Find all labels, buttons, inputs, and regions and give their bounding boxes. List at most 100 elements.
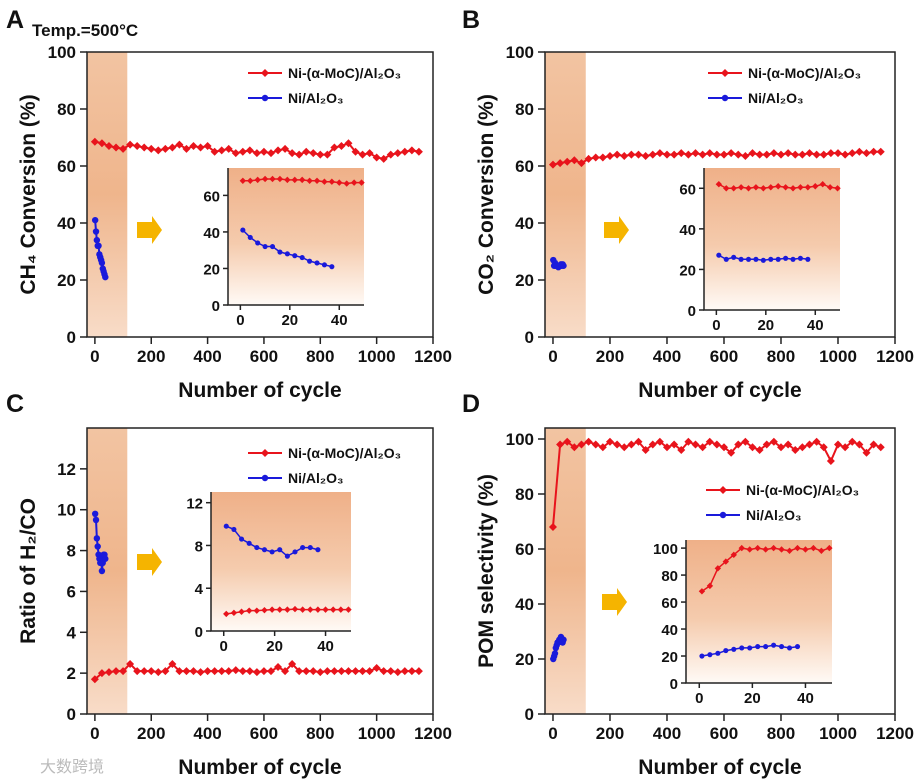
series-ni-mocal2o3 [548, 437, 885, 531]
data-point-circle [102, 273, 109, 281]
data-point-circle [747, 645, 753, 651]
data-point-circle [254, 545, 260, 551]
y-tick-label: 0 [525, 705, 534, 724]
x-tick-label: 40 [807, 317, 824, 334]
data-point-diamond [670, 150, 679, 159]
data-point-circle [560, 636, 567, 643]
data-point-diamond [254, 176, 261, 184]
data-point-diamond [548, 160, 557, 169]
x-tick-label: 600 [250, 724, 278, 743]
data-point-diamond [309, 667, 318, 676]
y-tick-label: 100 [653, 541, 678, 558]
data-point-diamond [620, 443, 629, 452]
data-point-diamond [677, 149, 686, 158]
x-tick-label: 0 [220, 638, 228, 655]
legend: Ni-(α-MoC)/Al₂O₃ Ni/Al₂O₃ [248, 65, 401, 106]
data-point-diamond [712, 150, 721, 159]
data-point-diamond [407, 667, 416, 676]
data-point-diamond [548, 523, 557, 531]
data-point-diamond [797, 184, 804, 191]
data-point-diamond [231, 149, 240, 158]
y-tick-label: 4 [67, 623, 77, 642]
data-point-diamond [730, 551, 737, 559]
inset-chart: 0 20 40 0 20 40 60 80 100 [653, 540, 833, 707]
x-tick-label: 1200 [414, 724, 452, 743]
data-point-diamond [862, 149, 871, 158]
data-point-circle [786, 645, 793, 651]
data-point-diamond [804, 184, 812, 191]
data-point-diamond [760, 185, 767, 192]
data-point-diamond [196, 143, 205, 152]
y-tick-label: 0 [670, 676, 678, 693]
y-tick-label: 100 [506, 43, 534, 62]
data-point-diamond [140, 667, 149, 676]
data-point-circle [721, 94, 729, 102]
data-point-diamond [119, 144, 128, 153]
data-point-circle [560, 262, 567, 269]
data-point-diamond [189, 667, 198, 676]
data-point-diamond [791, 150, 800, 159]
data-point-diamond [714, 565, 722, 572]
data-point-circle [551, 650, 559, 657]
data-point-circle [805, 256, 811, 262]
data-point-diamond [721, 69, 729, 77]
data-point-diamond [161, 144, 170, 153]
data-point-diamond [591, 153, 600, 162]
data-point-diamond [328, 178, 336, 185]
data-point-diamond [776, 443, 785, 452]
data-point-diamond [784, 440, 793, 449]
y-tick-label: 4 [195, 581, 204, 598]
x-axis-label: Number of cycle [178, 379, 341, 402]
data-point-diamond [698, 150, 707, 159]
plot-frame [544, 51, 896, 338]
data-point-diamond [182, 667, 191, 676]
x-tick-label: 1000 [358, 347, 396, 366]
data-point-diamond [627, 440, 636, 449]
data-point-diamond [350, 179, 358, 186]
data-point-circle [739, 645, 745, 651]
x-tick-label: 0 [90, 347, 99, 366]
data-point-diamond [322, 606, 329, 613]
data-point-diamond [648, 440, 657, 449]
data-point-circle [261, 474, 269, 482]
series-ni-mocal2o3 [548, 147, 885, 169]
data-point-diamond [719, 443, 728, 452]
data-point-diamond [281, 667, 290, 676]
data-point-diamond [336, 179, 343, 186]
data-point-diamond [379, 154, 388, 163]
data-point-diamond [365, 667, 374, 676]
y-tick-label: 80 [515, 485, 534, 504]
inset-chart: 0 20 40 0 20 40 60 [679, 168, 841, 334]
data-point-diamond [812, 183, 819, 190]
plot-frame [544, 427, 896, 715]
data-point-diamond [337, 606, 345, 613]
data-point-circle [307, 545, 313, 551]
data-point-diamond [284, 606, 291, 613]
y-tick-label: 60 [515, 540, 534, 559]
data-point-diamond [245, 146, 254, 155]
data-point-circle [699, 653, 705, 659]
data-point-diamond [210, 147, 219, 156]
data-point-diamond [719, 150, 728, 159]
data-point-diamond [104, 668, 113, 677]
data-point-diamond [605, 437, 614, 446]
data-point-diamond [613, 440, 622, 449]
data-point-diamond [386, 667, 395, 676]
data-point-diamond [230, 609, 238, 617]
data-point-diamond [826, 149, 835, 158]
x-tick-label: 200 [596, 724, 624, 743]
panel-letter: C [6, 390, 24, 418]
data-point-diamond [140, 143, 149, 152]
data-point-diamond [723, 185, 730, 192]
y-axis-label: CH₄ Conversion (%) [17, 94, 40, 294]
data-point-diamond [252, 668, 261, 677]
data-point-circle [763, 644, 769, 650]
data-point-diamond [217, 146, 226, 155]
data-point-circle [723, 256, 729, 262]
data-point-diamond [563, 157, 572, 166]
x-tick-label: 800 [306, 724, 334, 743]
data-point-diamond [90, 675, 99, 684]
data-point-diamond [719, 486, 727, 494]
data-point-diamond [203, 142, 212, 151]
